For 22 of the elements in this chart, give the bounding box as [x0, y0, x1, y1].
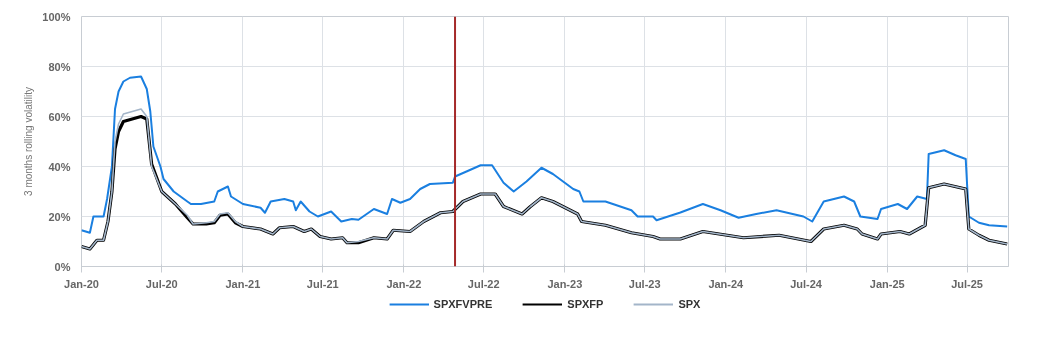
- x-tick-label: Jan-25: [869, 277, 905, 290]
- x-tick-label: Jul-24: [790, 277, 823, 290]
- x-tick-label: Jan-24: [708, 277, 745, 290]
- legend-label: SPXFVPRE: [433, 298, 493, 310]
- x-tick-label: Jul-21: [306, 277, 339, 290]
- y-tick-label: 40%: [48, 160, 71, 173]
- x-tick-label: Jul-22: [467, 277, 500, 290]
- y-tick-label: 60%: [48, 110, 71, 123]
- legend-label: SPXFP: [567, 298, 604, 310]
- x-tick-label: Jul-23: [628, 277, 661, 290]
- y-tick-label: 100%: [42, 10, 71, 23]
- x-tick-label: Jan-22: [386, 277, 422, 290]
- x-tick-label: Jul-20: [145, 277, 178, 290]
- y-tick-label: 80%: [48, 60, 71, 73]
- legend-label: SPX: [678, 298, 701, 310]
- x-tick-label: Jan-20: [64, 277, 99, 290]
- x-tick-label: Jan-21: [225, 277, 261, 290]
- x-tick-label: Jan-23: [547, 277, 583, 290]
- y-tick-label: 20%: [48, 210, 71, 223]
- y-axis-title: 3 months rolling volatility: [23, 87, 35, 196]
- y-tick-label: 0%: [54, 260, 71, 273]
- x-tick-label: Jul-25: [951, 277, 983, 290]
